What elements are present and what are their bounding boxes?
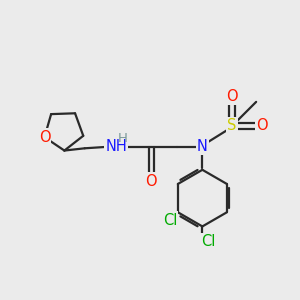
Text: O: O: [226, 89, 238, 104]
Text: O: O: [256, 118, 268, 134]
Text: O: O: [39, 130, 50, 145]
Text: Cl: Cl: [163, 213, 177, 228]
Text: Cl: Cl: [201, 235, 215, 250]
Text: NH: NH: [105, 139, 127, 154]
Text: N: N: [197, 139, 208, 154]
Text: O: O: [146, 174, 157, 189]
Text: H: H: [117, 132, 127, 145]
Text: S: S: [227, 118, 237, 134]
